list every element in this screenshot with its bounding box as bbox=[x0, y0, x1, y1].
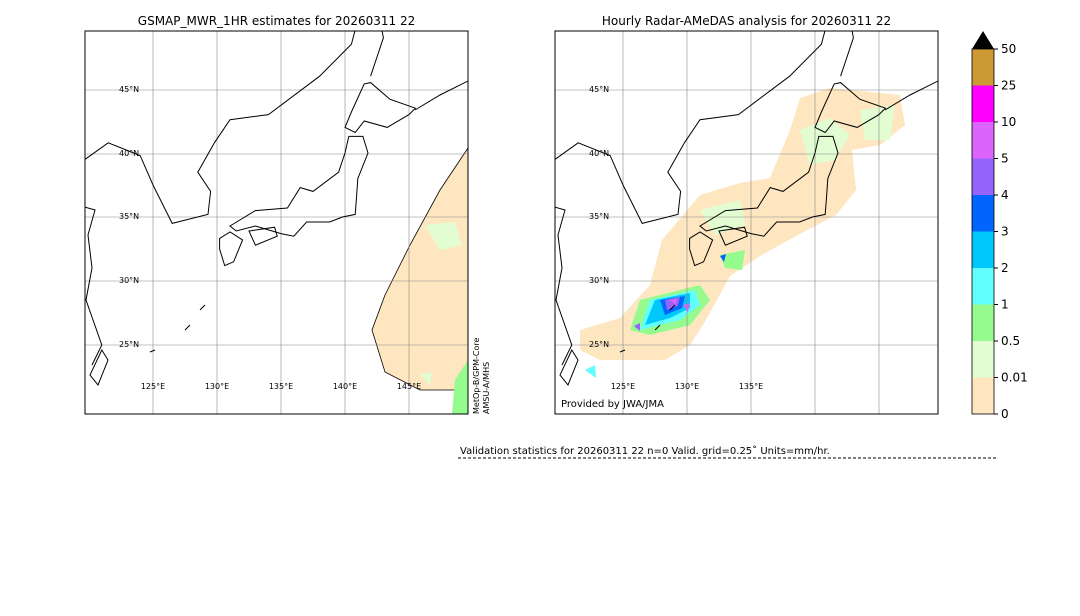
lon-label: 145°E bbox=[397, 382, 421, 391]
panel-title: GSMAP_MWR_1HR estimates for 20260311 22 bbox=[138, 14, 415, 28]
colorbar-label: 0.5 bbox=[1001, 334, 1020, 348]
colorbar-segment bbox=[972, 268, 994, 305]
lat-label: 45°N bbox=[589, 85, 609, 94]
lat-label: 30°N bbox=[589, 276, 609, 285]
lat-label: 35°N bbox=[119, 212, 139, 221]
right-frame bbox=[554, 30, 939, 415]
sensor-label: MetOp-B/GPM-Core bbox=[472, 337, 481, 414]
colorbar-segment bbox=[972, 49, 994, 86]
right-map bbox=[555, 31, 938, 414]
colorbar-label: 4 bbox=[1001, 188, 1009, 202]
lat-label: 40°N bbox=[589, 149, 609, 158]
colorbar-segment bbox=[972, 195, 994, 232]
colorbar-label: 25 bbox=[1001, 79, 1016, 93]
colorbar: 0 0.01 0.5 1 2 3 4 5 10 25 50 bbox=[971, 31, 1028, 421]
colorbar-segment bbox=[972, 122, 994, 159]
colorbar-segment bbox=[972, 231, 994, 268]
colorbar-label: 0 bbox=[1001, 407, 1009, 421]
colorbar-label: 2 bbox=[1001, 261, 1009, 275]
colorbar-segment bbox=[972, 377, 994, 414]
lat-label: 25°N bbox=[589, 340, 609, 349]
colorbar-label: 10 bbox=[1001, 115, 1016, 129]
lon-label: 125°E bbox=[611, 382, 635, 391]
left-map bbox=[85, 31, 468, 414]
lat-label: 25°N bbox=[119, 340, 139, 349]
lat-label: 35°N bbox=[589, 212, 609, 221]
lon-label: 135°E bbox=[269, 382, 293, 391]
colorbar-label: 5 bbox=[1001, 152, 1009, 166]
credit: Provided by JWA/JMA bbox=[561, 399, 664, 410]
colorbar-label: 3 bbox=[1001, 225, 1009, 239]
validation-text: Validation statistics for 20260311 22 n=… bbox=[460, 445, 830, 457]
colorbar-segment bbox=[972, 341, 994, 378]
colorbar-segment bbox=[972, 158, 994, 195]
lat-label: 45°N bbox=[119, 85, 139, 94]
colorbar-label: 50 bbox=[1001, 42, 1016, 56]
lon-label: 130°E bbox=[205, 382, 229, 391]
lon-label: 125°E bbox=[141, 382, 165, 391]
lat-label: 40°N bbox=[119, 149, 139, 158]
colorbar-extend bbox=[972, 31, 994, 49]
sensor-label: AMSU-A/MHS bbox=[482, 362, 491, 414]
lat-label: 30°N bbox=[119, 276, 139, 285]
colorbar-segment bbox=[972, 85, 994, 122]
lon-label: 140°E bbox=[333, 382, 357, 391]
lon-label: 130°E bbox=[675, 382, 699, 391]
lon-label: 135°E bbox=[739, 382, 763, 391]
colorbar-label: 1 bbox=[1001, 298, 1009, 312]
colorbar-segment bbox=[972, 304, 994, 341]
colorbar-label: 0.01 bbox=[1001, 371, 1028, 385]
panel-title: Hourly Radar-AMeDAS analysis for 2026031… bbox=[602, 14, 891, 28]
left-frame bbox=[84, 30, 469, 415]
